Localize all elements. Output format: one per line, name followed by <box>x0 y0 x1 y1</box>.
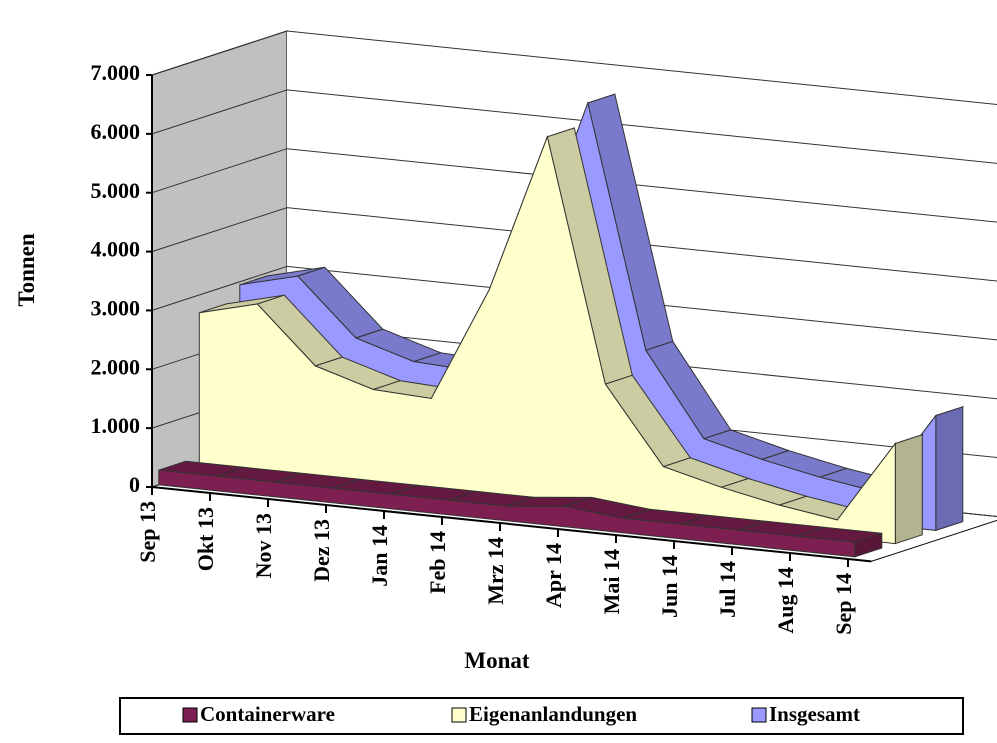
legend-label: Containerware <box>200 702 335 726</box>
area <box>158 469 856 558</box>
x-axis-title: Monat <box>464 648 530 673</box>
area <box>198 135 896 545</box>
x-tick-label: Sep 13 <box>135 501 160 563</box>
y-tick-label: 4.000 <box>91 237 141 262</box>
x-tick-label: Nov 13 <box>251 513 276 578</box>
legend-label: Insgesamt <box>769 702 860 726</box>
y-tick-label: 1.000 <box>91 413 141 438</box>
x-tick-label: Mai 14 <box>599 549 624 614</box>
legend-swatch <box>751 707 767 723</box>
x-tick-label: Mrz 14 <box>483 537 508 605</box>
y-tick-label: 6.000 <box>91 119 141 144</box>
x-axis <box>151 486 872 563</box>
area-side <box>894 434 923 545</box>
legend-box <box>119 697 964 735</box>
x-tick-label: Feb 14 <box>425 531 450 594</box>
y-tick-label: 2.000 <box>91 354 141 379</box>
legend-label: Eigenanlandungen <box>469 702 637 726</box>
grid-line <box>151 148 997 223</box>
y-tick-label: 7.000 <box>91 60 141 85</box>
x-tick-label: Jul 14 <box>715 561 740 618</box>
legend-swatch <box>451 707 467 723</box>
grid-line <box>151 265 997 341</box>
x-tick-label: Jun 14 <box>657 555 682 618</box>
x-tick-label: Dez 13 <box>309 519 334 582</box>
x-tick-label: Aug 14 <box>773 567 798 634</box>
area-side <box>935 406 964 532</box>
grid-line <box>151 89 997 164</box>
x-tick-label: Sep 14 <box>831 573 856 635</box>
y-tick-label: 0 <box>129 472 140 497</box>
y-axis-title: Tonnen <box>14 233 39 307</box>
y-tick-label: 5.000 <box>91 178 141 203</box>
x-tick-label: Apr 14 <box>541 543 566 608</box>
grid-line <box>151 207 997 282</box>
x-tick-label: Okt 13 <box>193 507 218 571</box>
x-tick-label: Jan 14 <box>367 525 392 587</box>
y-tick-label: 3.000 <box>91 295 141 320</box>
legend-swatch <box>182 707 198 723</box>
grid-line <box>151 30 997 105</box>
